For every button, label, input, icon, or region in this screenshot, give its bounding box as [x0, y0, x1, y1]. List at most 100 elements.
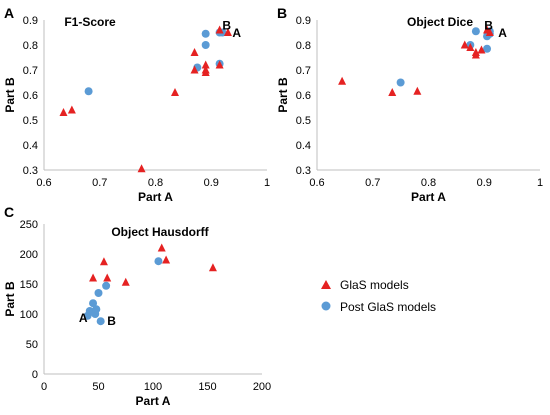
panel-a-point-post	[84, 87, 93, 96]
panel-b-x-tick-label: 1	[537, 177, 543, 189]
legend-label-glas: GlaS models	[340, 278, 409, 292]
panel-c-y-tick-label: 0	[32, 369, 38, 381]
panel-c-point-glas	[157, 243, 166, 252]
panel-c-point-glas	[208, 263, 217, 272]
legend-marker-post	[321, 301, 331, 311]
panel-c-x-tick-label: 150	[198, 381, 216, 393]
legend-label-post: Post GlaS models	[340, 300, 436, 314]
panel-a-x-axis-title: Part A	[138, 190, 173, 204]
panel-c-annotation-b: B	[107, 314, 116, 328]
panel-a-point-glas	[215, 25, 224, 34]
panel-a-point-post	[201, 41, 210, 49]
panel-b-letter: B	[277, 5, 287, 21]
panel-b-point-post	[483, 44, 492, 53]
panel-c-point-post	[102, 281, 111, 290]
panel-c-point-glas	[99, 257, 108, 266]
panel-a-letter: A	[4, 5, 14, 21]
panel-b-y-tick-label: 0.8	[296, 40, 311, 52]
panel-a-point-glas	[223, 28, 232, 36]
panel-c-point-post	[96, 317, 105, 326]
panel-a-point-glas	[201, 65, 210, 74]
panel-a-y-tick-label: 0.8	[23, 40, 38, 52]
panel-c-y-tick-label: 100	[20, 309, 38, 321]
panel-a-y-tick-label: 0.4	[23, 140, 38, 152]
panel-a-point-glas	[190, 48, 199, 56]
panel-c-y-tick-label: 50	[26, 339, 38, 351]
panel-b-point-glas	[471, 48, 480, 56]
panel-b-y-tick-label: 0.5	[296, 115, 311, 127]
panel-b-x-tick-label: 0.8	[421, 177, 436, 189]
panel-a-annotation-b: B	[222, 19, 231, 33]
panel-a-x-tick-label: 0.9	[204, 177, 219, 189]
panel-b-x-axis-title: Part A	[411, 190, 446, 204]
panel-a-x-tick-label: 0.6	[36, 177, 51, 189]
panel-b-point-glas	[466, 43, 475, 51]
panel-b-point-post	[471, 27, 480, 36]
panel-a-point-glas	[171, 88, 180, 96]
panel-b-x-tick-label: 0.9	[477, 177, 492, 189]
panel-a-x-tick-label: 0.8	[148, 177, 163, 189]
panel-b-y-tick-label: 0.4	[296, 140, 311, 152]
panel-c-x-tick-label: 100	[144, 381, 162, 393]
panel-c-point-glas	[103, 273, 112, 282]
panel-a-f1-score: 0.6 0.7 0.8 0.9 1 0.3 0.4 0.5 0.6 0.7 0.8 0.9 Part A…	[3, 5, 270, 204]
panel-c-point-post	[92, 305, 101, 314]
panel-b-y-tick-label: 0.3	[296, 165, 311, 177]
panel-b-title: Object Dice	[407, 15, 473, 29]
panel-c-x-tick-label: 50	[92, 381, 104, 393]
panel-a-point-glas	[67, 105, 76, 114]
panel-b-object-dice: 0.6 0.7 0.8 0.9 1 0.3 0.4 0.5 0.6 0.7 0.8 0.9 Part A…	[276, 5, 543, 204]
panel-c-y-tick-label: 250	[20, 219, 38, 231]
panel-a-x-tick-label: 0.7	[92, 177, 107, 189]
panel-a-title: F1-Score	[64, 15, 116, 29]
panel-c-title: Object Hausdorff	[111, 225, 209, 239]
panel-b-point-post	[396, 78, 405, 87]
panel-a-point-glas	[190, 65, 199, 74]
panel-b-y-tick-label: 0.9	[296, 15, 311, 27]
panel-c-x-axis-title: Part A	[136, 394, 171, 408]
panel-a-point-glas	[201, 60, 210, 69]
panel-a-annotation-a: A	[232, 26, 241, 40]
panel-b-point-glas	[338, 76, 347, 85]
panel-a-point-glas	[137, 164, 146, 173]
panel-b-point-glas	[477, 45, 486, 54]
panel-c-y-axis-title: Part B	[3, 281, 17, 317]
panel-b-x-tick-label: 0.7	[365, 177, 380, 189]
panel-a-y-tick-label: 0.9	[23, 15, 38, 27]
panel-c-x-tick-label: 0	[41, 381, 47, 393]
panel-a-y-axis-title: Part B	[3, 77, 17, 113]
panel-c-x-tick-label: 200	[253, 381, 271, 393]
panel-b-y-tick-label: 0.6	[296, 90, 311, 102]
panel-c-point-glas	[121, 277, 130, 286]
panel-b-y-tick-label: 0.7	[296, 65, 311, 77]
panel-b-point-glas	[485, 28, 494, 36]
legend: GlaS models Post GlaS models	[321, 278, 436, 314]
panel-c-point-post	[89, 299, 98, 308]
panel-c-y-tick-label: 150	[20, 279, 38, 291]
panel-a-y-tick-label: 0.7	[23, 65, 38, 77]
panel-a-x-tick-label: 1	[264, 177, 270, 189]
panel-b-annotation-a: A	[498, 26, 507, 40]
panel-a-y-tick-label: 0.3	[23, 165, 38, 177]
panel-b-point-glas	[388, 88, 397, 96]
panel-a-y-tick-label: 0.6	[23, 90, 38, 102]
panel-a-point-post	[201, 29, 210, 38]
panel-c-point-post	[154, 257, 163, 266]
panel-c-point-glas	[162, 255, 171, 264]
panel-b-y-axis-title: Part B	[276, 77, 290, 113]
panel-c-y-tick-label: 200	[20, 249, 38, 261]
panel-b-x-tick-label: 0.6	[309, 177, 324, 189]
panel-c-object-hausdorff: 0 50 100 150 200 0 50 100 150 200 250 Part A Part B O…	[3, 204, 271, 408]
panel-c-point-post	[94, 289, 103, 297]
panel-b-annotation-b: B	[484, 19, 493, 33]
panel-a-point-glas	[59, 108, 68, 116]
legend-marker-glas	[321, 280, 331, 289]
panel-b-point-glas	[413, 86, 422, 95]
panel-c-annotation-a: A	[79, 311, 88, 325]
panel-a-y-tick-label: 0.5	[23, 115, 38, 127]
panel-b-point-glas	[460, 40, 469, 49]
panel-c-letter: C	[4, 204, 14, 220]
panel-a-point-glas	[215, 60, 224, 69]
panel-c-point-glas	[89, 273, 98, 282]
